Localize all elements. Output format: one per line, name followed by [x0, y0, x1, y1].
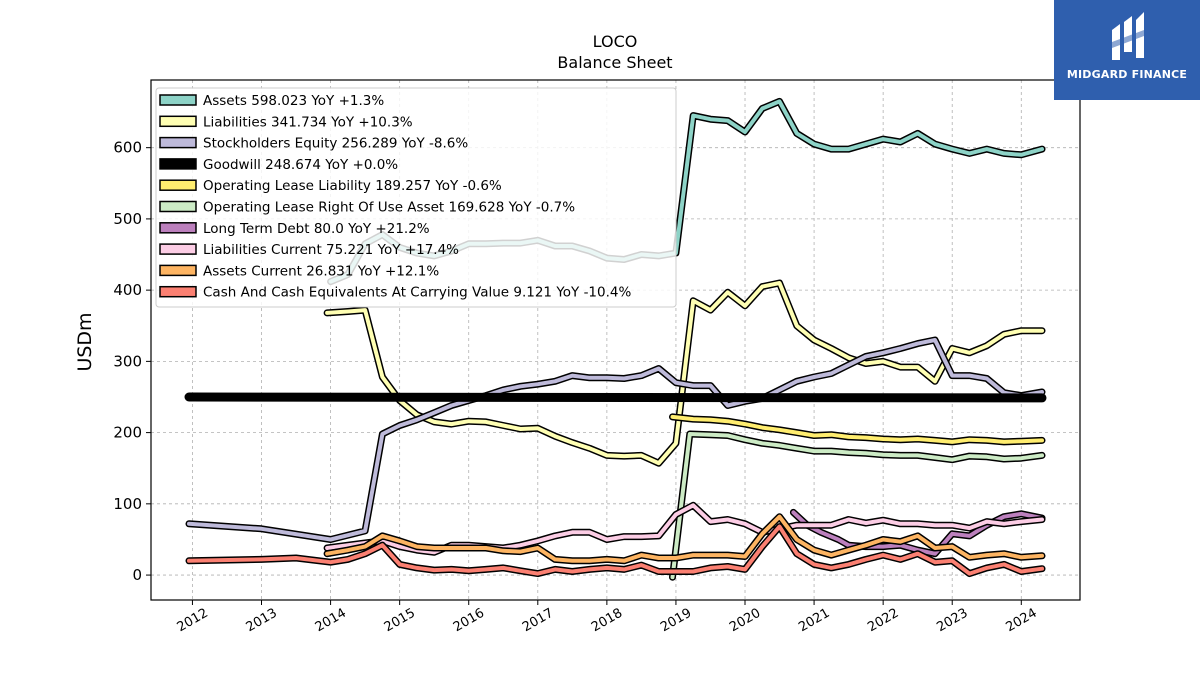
series-assets-current [323, 513, 1046, 565]
legend: Assets 598.023 YoY +1.3% Liabilities 341.… [155, 87, 677, 308]
legend-entry: Operating Lease Right Of Use Asset 169.6… [203, 200, 575, 216]
chart-subtitle: Balance Sheet [557, 53, 672, 72]
series-cash-and-cash-equivalents-at-carrying-value [185, 523, 1046, 578]
legend-swatch [159, 264, 197, 277]
series-operating-lease-right-of-use-asset [669, 430, 1046, 581]
legend-entry: Goodwill 248.674 YoY +0.0% [203, 157, 398, 173]
plot-frame [150, 79, 1081, 601]
legend-box [155, 87, 677, 308]
legend-swatch [159, 179, 197, 191]
x-tick-label: 2017 [520, 606, 556, 636]
midgard-finance-logo: MIDGARD FINANCE [1054, 0, 1200, 100]
legend-entry: Liabilities Current 75.221 YoY +17.4% [203, 242, 459, 258]
series-line [325, 514, 1044, 563]
logo-mark-icon [1112, 12, 1144, 60]
chart-title: LOCO [593, 32, 638, 51]
x-tick-label: 2022 [865, 606, 901, 636]
y-axis-label: USDm [74, 312, 96, 371]
series-line [187, 524, 1044, 576]
legend-entry: Liabilities 341.734 YoY +10.3% [203, 114, 413, 130]
series-liabilities [323, 279, 1046, 467]
series-stockholders-equity [185, 336, 1046, 543]
y-tick-label: 600 [113, 139, 142, 157]
x-tick-label: 2015 [382, 606, 418, 636]
legend-swatch [159, 94, 197, 106]
y-tick-label: 400 [113, 281, 142, 299]
x-tick-label: 2024 [1003, 606, 1039, 636]
legend-swatch [159, 115, 197, 128]
x-tick-label: 2018 [589, 606, 625, 636]
x-tick-label: 2016 [451, 606, 487, 636]
legend-entry: Assets 598.023 YoY +1.3% [203, 93, 384, 109]
x-tick-label: 2012 [175, 606, 211, 636]
series-line [187, 338, 1044, 542]
legend-entry: Cash And Cash Equivalents At Carrying Va… [203, 285, 631, 301]
y-tick-label: 0 [132, 566, 142, 584]
x-tick-label: 2020 [727, 606, 763, 636]
series-outline [184, 392, 1047, 403]
y-tick-label: 500 [113, 210, 142, 228]
series-line [670, 432, 1044, 580]
legend-swatch [159, 222, 197, 234]
legend-swatch [159, 200, 197, 213]
x-tick-label: 2023 [934, 606, 970, 636]
x-tick-label: 2013 [244, 606, 280, 636]
series-line [325, 281, 1044, 466]
legend-entry: Assets Current 26.831 YoY +12.1% [203, 263, 439, 279]
legend-swatch [159, 158, 197, 170]
x-tick-label: 2021 [796, 606, 832, 636]
legend-entry: Stockholders Equity 256.289 YoY -8.6% [203, 136, 468, 152]
series-line [670, 414, 1044, 444]
y-tick-label: 200 [113, 424, 142, 442]
y-tick-label: 300 [113, 352, 142, 370]
x-tick-label: 2014 [313, 606, 349, 636]
series-operating-lease-liability [669, 413, 1046, 446]
series-goodwill [184, 392, 1047, 403]
legend-swatch [159, 243, 197, 255]
legend-entry: Operating Lease Liability 189.257 YoY -0… [203, 178, 502, 194]
y-tick-label: 100 [113, 495, 142, 513]
series-lines [184, 97, 1047, 581]
legend-swatch [159, 285, 197, 298]
legend-swatch [159, 136, 197, 149]
legend-entry: Long Term Debt 80.0 YoY +21.2% [203, 221, 430, 237]
x-tick-label: 2019 [658, 606, 694, 636]
brand-name: MIDGARD FINANCE [1066, 68, 1188, 81]
